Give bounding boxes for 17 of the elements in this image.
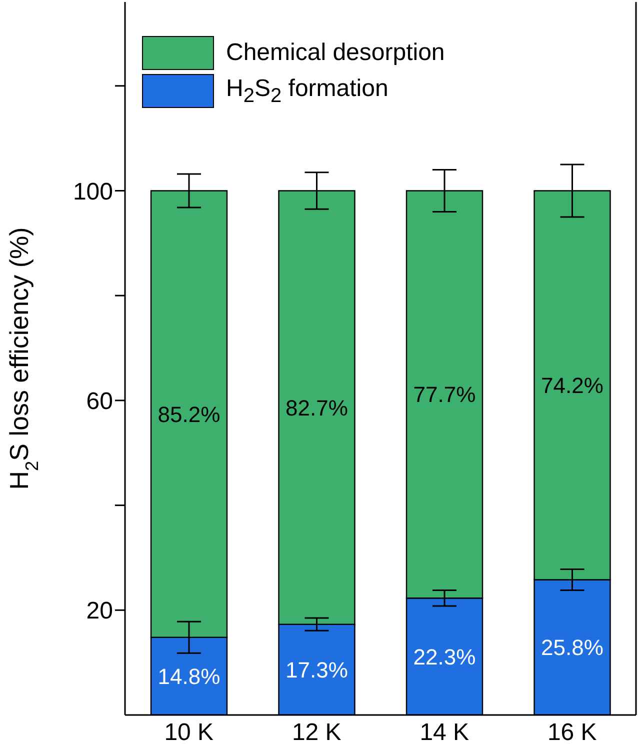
data-label: 17.3% [286, 657, 348, 682]
data-label: 82.7% [286, 395, 348, 420]
data-label: 22.3% [413, 644, 476, 670]
x-tick-label: 12 K [292, 719, 342, 746]
legend-label: Chemical desorption [226, 39, 445, 67]
x-tick-label: 10 K [164, 719, 214, 746]
x-tick-label: 14 K [420, 719, 470, 746]
legend-label: H$_{2}$S$_{2}$ formation [226, 74, 388, 108]
data-label: 74.2% [541, 373, 604, 398]
y-tick-label: 60 [86, 388, 113, 415]
data-label: 14.8% [158, 664, 220, 690]
y-tick-label: 100 [72, 178, 113, 206]
data-label: 77.7% [413, 382, 476, 408]
data-label: 25.8% [541, 635, 604, 660]
x-tick-label: 16 K [547, 719, 597, 746]
data-label: 85.2% [158, 402, 220, 427]
y-tick-label: 20 [86, 598, 113, 625]
